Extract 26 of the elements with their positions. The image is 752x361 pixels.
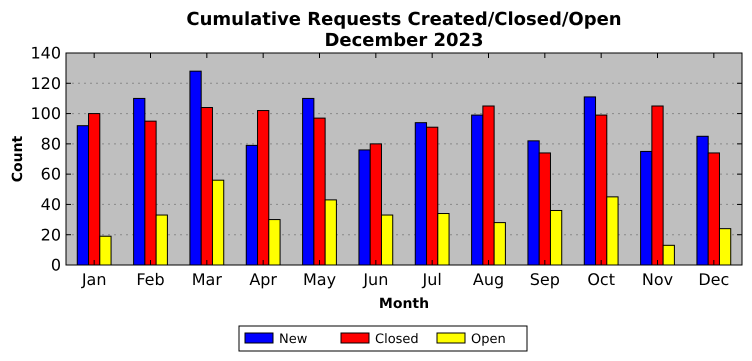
x-axis-title: Month [378, 296, 430, 312]
y-tick-label: 80 [40, 134, 61, 154]
y-tick-label: 20 [40, 225, 61, 244]
y-tick-label: 120 [30, 74, 61, 93]
x-tick-label: Mar [192, 270, 222, 289]
y-axis-title: Count [10, 135, 26, 182]
x-tick-label: Feb [136, 270, 165, 289]
x-tick-label: Nov [642, 270, 674, 289]
y-tick-label: 0 [50, 256, 61, 275]
x-tick-label: Jan [80, 270, 107, 289]
x-tick-label: Jul [422, 270, 442, 289]
y-tick-label: 140 [30, 44, 61, 63]
x-tick-label: Dec [698, 270, 730, 289]
legend-label: Open [471, 332, 506, 347]
y-tick-label: 100 [30, 104, 61, 124]
x-tick-label: Aug [472, 270, 504, 289]
chart-title: Cumulative Requests Created/Closed/Open December 2023 [186, 9, 622, 51]
x-tick-label: Apr [249, 270, 278, 289]
legend-label: Closed [375, 332, 419, 347]
y-tick-label: 60 [40, 164, 61, 184]
y-tick-label: 40 [40, 195, 61, 214]
x-tick-label: Jun [362, 270, 388, 289]
legend-label: New [279, 332, 308, 347]
x-tick-label: May [302, 270, 336, 289]
x-tick-label: Sep [530, 270, 560, 289]
x-tick-label: Oct [587, 270, 616, 289]
